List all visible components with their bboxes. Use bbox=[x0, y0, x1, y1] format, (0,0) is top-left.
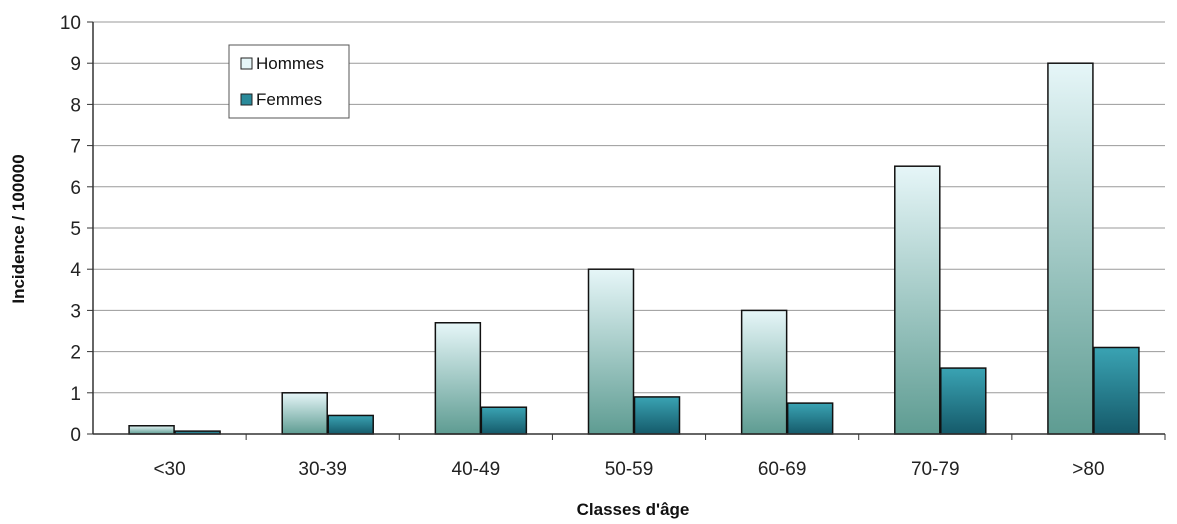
bar-hommes-3 bbox=[587, 268, 635, 435]
x-tick-label: >80 bbox=[1072, 459, 1104, 480]
legend-label-hommes: Hommes bbox=[256, 54, 324, 73]
x-tick-label: 30-39 bbox=[298, 459, 347, 480]
legend-label-femmes: Femmes bbox=[256, 90, 322, 109]
bar-femmes-4 bbox=[786, 402, 834, 435]
axes bbox=[92, 22, 1165, 435]
legend: Hommes Femmes bbox=[228, 44, 350, 119]
x-tick-label: <30 bbox=[153, 459, 185, 480]
x-axis-ticks: <30 30-39 40-49 50-59 60-69 70-79 >80 bbox=[153, 434, 1166, 480]
y-tick-label: 9 bbox=[70, 54, 81, 75]
bar-femmes-6 bbox=[1093, 346, 1140, 435]
y-tick-label: 3 bbox=[70, 301, 81, 322]
y-tick-label: 8 bbox=[70, 95, 81, 116]
bar-hommes-1 bbox=[281, 392, 328, 435]
bar-femmes-5 bbox=[940, 367, 987, 435]
x-tick-label: 60-69 bbox=[758, 459, 807, 480]
bar-femmes-3 bbox=[633, 396, 681, 435]
legend-box bbox=[228, 44, 350, 119]
bar-hommes-6 bbox=[1047, 62, 1094, 435]
y-axis-ticks: 0 1 2 3 4 5 6 7 8 9 10 bbox=[60, 13, 93, 446]
y-axis-title: Incidence / 100000 bbox=[9, 154, 28, 303]
y-tick-label: 7 bbox=[70, 137, 81, 158]
y-tick-label: 5 bbox=[70, 219, 81, 240]
bar-hommes-5 bbox=[894, 165, 941, 435]
x-tick-label: 70-79 bbox=[911, 459, 960, 480]
bar-hommes-2 bbox=[434, 322, 482, 435]
y-tick-label: 2 bbox=[70, 343, 81, 364]
y-tick-label: 6 bbox=[70, 178, 81, 199]
bars bbox=[128, 62, 1140, 435]
x-tick-label: 40-49 bbox=[452, 459, 501, 480]
bar-femmes-2 bbox=[480, 406, 528, 435]
bar-hommes-4 bbox=[740, 309, 788, 435]
y-tick-label: 4 bbox=[70, 260, 81, 281]
bar-hommes-0 bbox=[128, 425, 175, 435]
bar-femmes-1 bbox=[327, 414, 374, 435]
y-tick-label: 1 bbox=[70, 384, 81, 405]
y-tick-label: 0 bbox=[70, 425, 81, 446]
gridlines bbox=[93, 21, 1165, 394]
y-tick-label: 10 bbox=[60, 13, 81, 34]
x-axis-title: Classes d'âge bbox=[577, 500, 690, 519]
legend-swatch-femmes bbox=[240, 93, 253, 106]
legend-swatch-hommes bbox=[240, 57, 253, 70]
x-tick-label: 50-59 bbox=[605, 459, 654, 480]
